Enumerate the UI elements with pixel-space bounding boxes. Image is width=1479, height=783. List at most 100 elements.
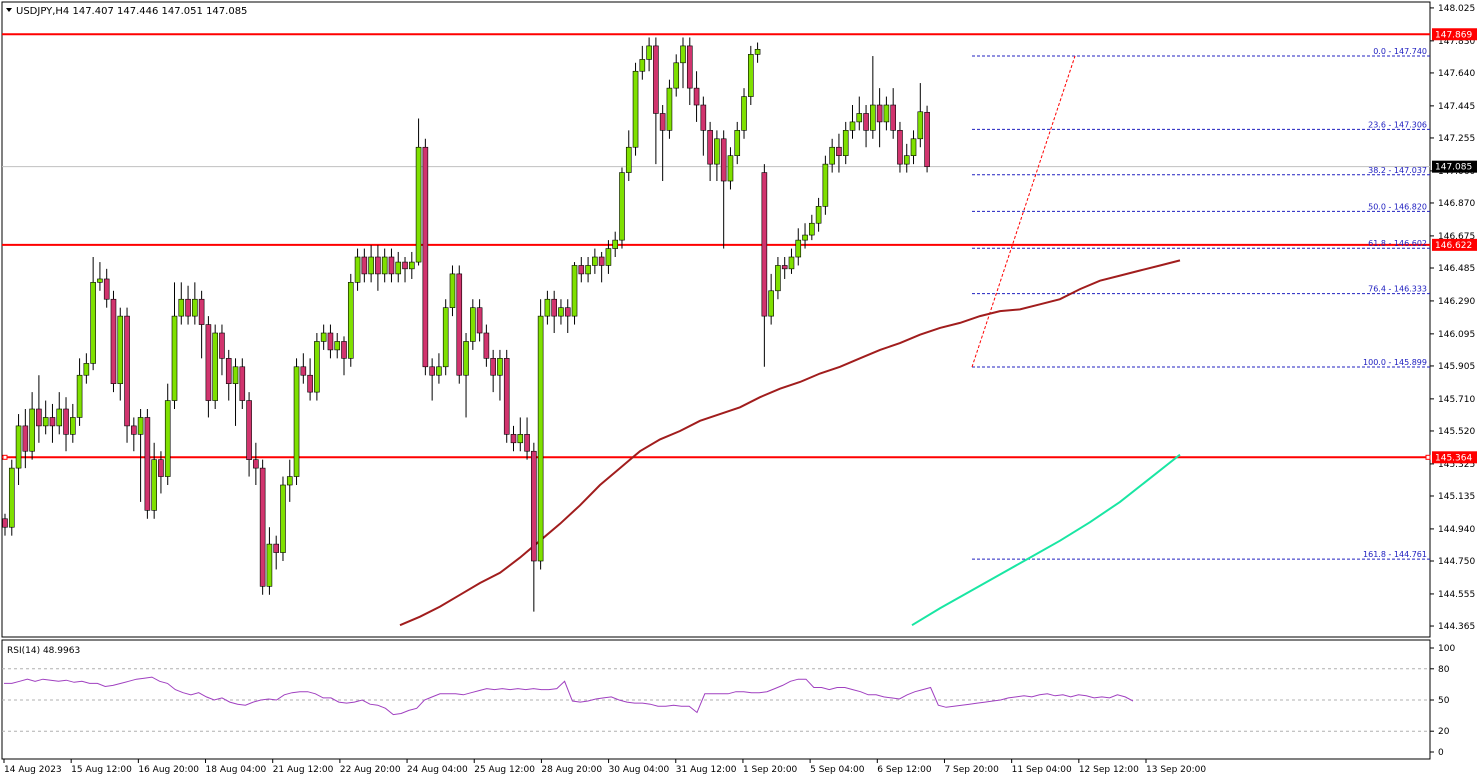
bull-candle — [639, 59, 646, 72]
time-tick-label: 31 Aug 12:00 — [676, 765, 737, 775]
price-tick-label: 147.445 — [1438, 102, 1475, 112]
bull-candle — [436, 366, 442, 376]
bull-candle — [829, 146, 835, 165]
fib-level-label: 76.4 - 146.333 — [1368, 285, 1427, 294]
time-tick-label: 13 Sep 20:00 — [1146, 765, 1206, 775]
bull-candle — [585, 265, 591, 275]
bear-candle — [551, 298, 557, 317]
bear-candle — [707, 130, 713, 165]
bull-candle — [97, 278, 103, 283]
fib-level-label: 61.8 - 146.602 — [1368, 239, 1427, 248]
bear-candle — [307, 374, 313, 393]
horizontal-levels-layer — [2, 33, 1431, 460]
slow-moving-average-line — [399, 259, 1181, 627]
price-tick-label: 145.710 — [1438, 395, 1475, 405]
level-price-label: 146.622 — [1435, 241, 1472, 251]
bear-candle — [22, 425, 29, 452]
bull-candle — [192, 298, 198, 317]
bull-candle — [408, 261, 415, 270]
price-tick-label: 147.830 — [1438, 37, 1475, 47]
bear-candle — [225, 358, 232, 384]
level-handle — [2, 454, 8, 460]
bull-candle — [442, 307, 449, 368]
rsi-tick-label: 20 — [1438, 727, 1450, 737]
price-tags-layer: 147.869 146.622 145.364 147.085 — [1432, 28, 1477, 464]
bear-candle — [375, 256, 381, 275]
bull-candle — [164, 400, 171, 477]
bull-candle — [56, 408, 63, 427]
bear-candle — [259, 467, 266, 587]
bull-candle — [605, 248, 612, 266]
time-tick-label: 12 Sep 12:00 — [1079, 765, 1139, 775]
bear-candle — [876, 104, 883, 123]
bull-candle — [592, 256, 598, 266]
bear-candle — [524, 434, 530, 452]
level-price-label: 147.869 — [1435, 30, 1472, 40]
fibonacci-layer: 0.0 - 147.740 23.6 - 147.306 38.2 - 147.03… — [971, 47, 1430, 560]
time-tick-label: 16 Aug 20:00 — [138, 765, 199, 775]
bear-candle — [36, 408, 42, 427]
bull-candle — [571, 265, 578, 317]
bear-candle — [503, 358, 510, 435]
time-axis: 14 Aug 2023 15 Aug 12:00 16 Aug 20:00 18 Au… — [3, 759, 1206, 775]
bull-candle — [727, 155, 734, 182]
bull-candle — [734, 130, 741, 156]
bull-candle — [741, 96, 747, 131]
bear-candle — [456, 273, 463, 376]
bear-candle — [131, 425, 137, 435]
symbol-line: USDJPY,H4 147.407 147.446 147.051 147.08… — [16, 6, 247, 17]
bear-candle — [653, 45, 659, 114]
bear-candle — [49, 417, 56, 427]
bear-candle — [531, 450, 537, 562]
bull-candle — [83, 363, 90, 376]
bear-candle — [924, 111, 930, 167]
bull-candle — [354, 256, 361, 283]
bull-candle — [754, 48, 761, 55]
price-tick-label: 146.290 — [1438, 297, 1475, 307]
bull-candle — [795, 239, 802, 258]
bull-candle — [171, 315, 178, 401]
bull-candle — [15, 425, 22, 469]
price-tick-label: 145.135 — [1438, 492, 1475, 502]
bull-candle — [809, 222, 815, 236]
bull-candle — [320, 332, 327, 342]
bear-candle — [598, 256, 605, 266]
bear-candle — [205, 324, 212, 401]
bear-candle — [110, 298, 117, 384]
time-tick-label: 28 Aug 20:00 — [541, 765, 602, 775]
bear-candle — [897, 130, 903, 165]
bear-candle — [63, 408, 69, 435]
menu-triangle-icon[interactable] — [6, 8, 12, 12]
bull-candle — [368, 256, 374, 275]
bull-candle — [42, 417, 49, 427]
bull-candle — [178, 298, 185, 317]
price-tick-label: 145.520 — [1438, 427, 1475, 437]
fast-moving-average-line — [911, 453, 1181, 627]
bull-candle — [537, 315, 544, 562]
bear-candle — [2, 518, 8, 528]
fib-level-label: 161.8 - 144.761 — [1363, 550, 1427, 559]
time-tick-label: 15 Aug 12:00 — [71, 765, 132, 775]
bull-candle — [544, 298, 551, 317]
bull-candle — [29, 408, 35, 452]
time-tick-label: 25 Aug 12:00 — [474, 765, 535, 775]
time-tick-label: 21 Aug 12:00 — [273, 765, 334, 775]
price-tick-label: 144.365 — [1438, 622, 1475, 632]
price-tick-label: 144.555 — [1438, 590, 1475, 600]
bear-candle — [510, 434, 517, 444]
bear-candle — [239, 366, 246, 401]
time-tick-label: 24 Aug 04:00 — [407, 765, 468, 775]
price-tick-label: 146.485 — [1438, 264, 1475, 274]
bear-candle — [483, 332, 490, 359]
bear-candle — [429, 366, 435, 376]
fib-trend-line — [971, 55, 1076, 368]
price-tick-label: 145.325 — [1438, 460, 1475, 470]
header: USDJPY,H4 147.407 147.446 147.051 147.08… — [6, 6, 247, 17]
bear-candle — [198, 298, 205, 325]
bull-candle — [286, 476, 293, 486]
bull-candle — [470, 307, 476, 342]
candles-layer — [2, 37, 930, 612]
bull-candle — [815, 206, 822, 224]
bear-candle — [219, 332, 225, 359]
